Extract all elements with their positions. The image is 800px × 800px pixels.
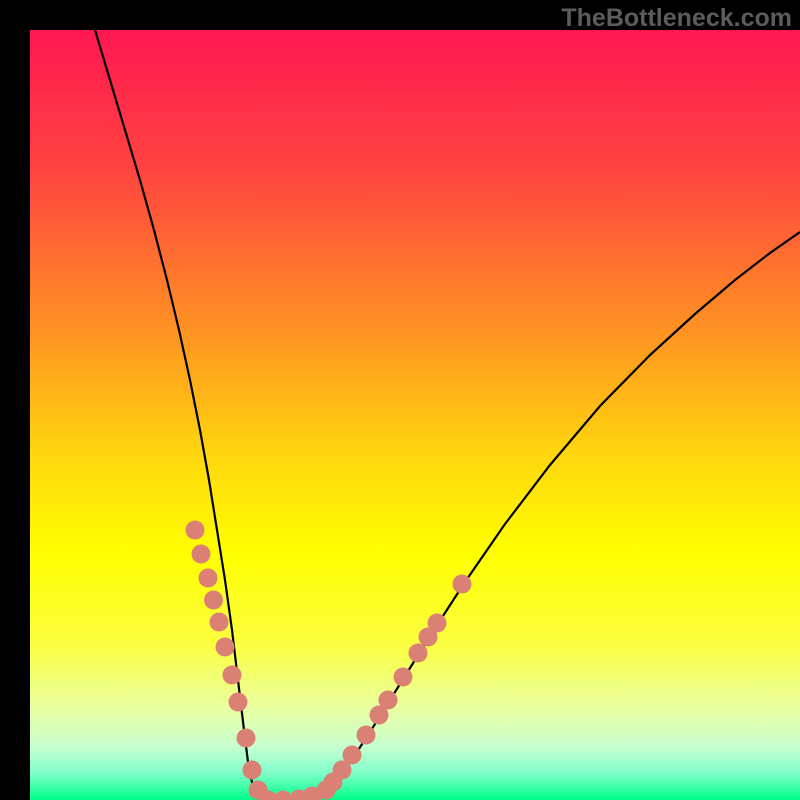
data-marker — [394, 668, 413, 687]
data-marker — [186, 521, 205, 540]
marker-group — [186, 521, 472, 800]
curve-left-branch — [95, 30, 262, 800]
data-marker — [216, 638, 235, 657]
curve-right-branch — [330, 232, 800, 788]
data-marker — [210, 613, 229, 632]
data-marker — [192, 545, 211, 564]
data-marker — [199, 569, 218, 588]
data-marker — [453, 575, 472, 594]
data-marker — [428, 614, 447, 633]
data-marker — [409, 644, 428, 663]
data-marker — [237, 729, 256, 748]
curve-layer — [30, 30, 800, 800]
data-marker — [343, 746, 362, 765]
plot-area — [30, 30, 800, 800]
data-marker — [229, 693, 248, 712]
data-marker — [243, 761, 262, 780]
data-marker — [357, 726, 376, 745]
data-marker — [223, 666, 242, 685]
data-marker — [204, 591, 223, 610]
watermark-text: TheBottleneck.com — [561, 4, 792, 33]
data-marker — [379, 691, 398, 710]
